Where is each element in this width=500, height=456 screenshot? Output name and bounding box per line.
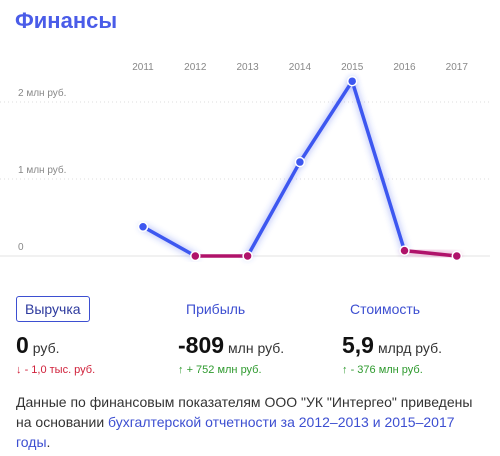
data-point (242, 250, 253, 262)
revenue-metric: 0 руб. (16, 332, 60, 359)
chart-series (139, 77, 461, 260)
finance-line-chart: 2011 2012 2013 2014 2015 2016 2017 0 1 млн руб.… (0, 62, 490, 262)
revenue-delta-text: - 1,0 тыс. руб. (24, 364, 96, 376)
chart-x-axis: 2011 2012 2013 2014 2015 2016 2017 (132, 62, 468, 73)
page-title: Финансы (15, 8, 118, 33)
reporting-link[interactable]: бухгалтерской отчетности за 2012–2013 и … (16, 414, 455, 450)
revenue-value: 0 (16, 332, 29, 358)
series-segment (245, 160, 302, 258)
chart-y-axis: 0 1 млн руб. 2 млн руб. (18, 87, 66, 253)
series-segment (350, 79, 407, 253)
chart-points (137, 75, 463, 262)
profit-value: -809 (178, 332, 225, 358)
series-segment (402, 248, 459, 258)
arrow-up-icon: ↑ (342, 364, 348, 376)
value-metric: 5,9 млрд руб. (342, 332, 442, 359)
value-delta-text: - 376 млн руб. (350, 364, 423, 376)
y-tick-label: 2 млн руб. (18, 87, 66, 99)
profit-delta: ↑ + 752 млн руб. (178, 364, 262, 376)
value-delta: ↑ - 376 млн руб. (342, 364, 423, 376)
tab-profit[interactable]: Прибыль (186, 301, 246, 317)
data-point (294, 156, 306, 168)
profit-metric: -809 млн руб. (178, 332, 284, 359)
x-tick-label: 2012 (184, 62, 207, 73)
x-tick-label: 2013 (236, 62, 259, 73)
profit-unit: млн руб. (228, 340, 285, 356)
data-point (451, 250, 463, 262)
data-point (346, 75, 358, 87)
x-tick-label: 2016 (393, 62, 416, 73)
value-value: 5,9 (342, 332, 374, 358)
profit-delta-text: + 752 млн руб. (186, 364, 262, 376)
data-point (190, 250, 201, 262)
data-point (137, 221, 149, 232)
x-tick-label: 2011 (132, 62, 154, 73)
chart-grid (0, 101, 490, 257)
revenue-delta: ↓ - 1,0 тыс. руб. (16, 364, 95, 376)
data-source-note: Данные по финансовым показателям ООО "УК… (16, 392, 486, 452)
note-text: Данные по финансовым показателям ООО "УК… (16, 394, 473, 430)
metric-tabs: Выручка Прибыль Стоимость (16, 296, 486, 324)
note-tail: . (46, 434, 51, 450)
x-tick-label: 2015 (341, 62, 364, 73)
tab-value[interactable]: Стоимость (350, 301, 421, 317)
tab-revenue[interactable]: Выручка (16, 296, 90, 322)
series-segment (141, 224, 198, 258)
arrow-up-icon: ↑ (178, 364, 184, 376)
x-tick-label: 2014 (289, 62, 312, 73)
series-segment (298, 79, 354, 164)
x-tick-label: 2017 (446, 62, 469, 73)
revenue-unit: руб. (32, 340, 60, 356)
arrow-down-icon: ↓ (16, 364, 22, 376)
data-point (399, 245, 410, 256)
y-tick-label: 1 млн руб. (18, 164, 66, 176)
value-unit: млрд руб. (377, 340, 442, 356)
y-tick-label: 0 (18, 242, 24, 253)
